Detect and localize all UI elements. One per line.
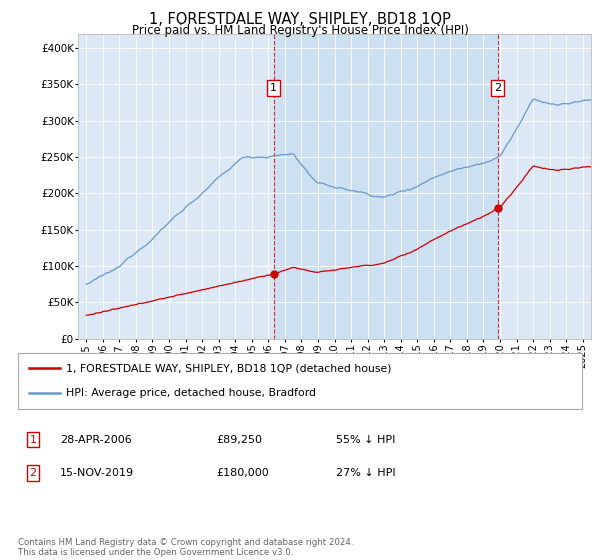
Bar (274, 34, 498, 339)
Text: 55% ↓ HPI: 55% ↓ HPI (336, 435, 395, 445)
Text: 28-APR-2006: 28-APR-2006 (60, 435, 132, 445)
Text: 1: 1 (29, 435, 37, 445)
Text: Contains HM Land Registry data © Crown copyright and database right 2024.
This d: Contains HM Land Registry data © Crown c… (18, 538, 353, 557)
Text: 1, FORESTDALE WAY, SHIPLEY, BD18 1QP (detached house): 1, FORESTDALE WAY, SHIPLEY, BD18 1QP (de… (66, 363, 391, 374)
Text: HPI: Average price, detached house, Bradford: HPI: Average price, detached house, Brad… (66, 388, 316, 398)
Text: 2: 2 (29, 468, 37, 478)
Text: 2: 2 (494, 83, 502, 93)
Text: £89,250: £89,250 (216, 435, 262, 445)
Text: 1: 1 (270, 83, 277, 93)
Text: £180,000: £180,000 (216, 468, 269, 478)
Text: 1, FORESTDALE WAY, SHIPLEY, BD18 1QP: 1, FORESTDALE WAY, SHIPLEY, BD18 1QP (149, 12, 451, 27)
Text: Price paid vs. HM Land Registry's House Price Index (HPI): Price paid vs. HM Land Registry's House … (131, 24, 469, 37)
Text: 15-NOV-2019: 15-NOV-2019 (60, 468, 134, 478)
Text: 27% ↓ HPI: 27% ↓ HPI (336, 468, 395, 478)
